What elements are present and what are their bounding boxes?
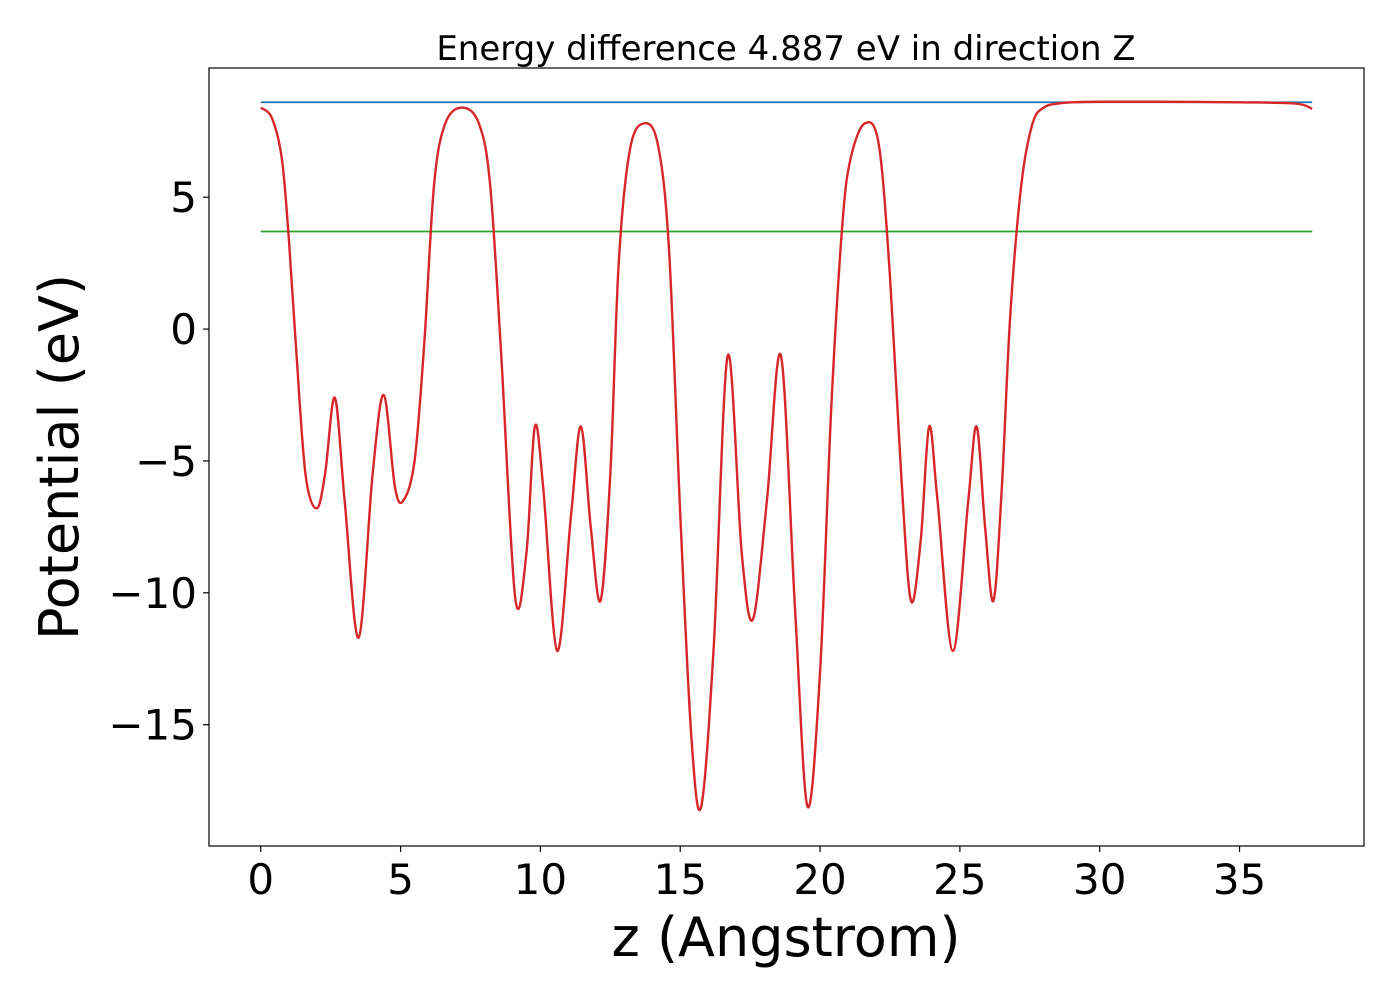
- y-axis: 5 0 −5 −10 −15: [108, 173, 209, 750]
- x-tick-label: 5: [387, 855, 414, 904]
- y-tick-label: 0: [170, 305, 197, 354]
- series-line-2: [259, 100, 1313, 812]
- x-tick-label: 0: [247, 855, 274, 904]
- chart-title: Energy difference 4.887 eV in direction …: [436, 29, 1135, 69]
- x-tick-label: 35: [1213, 855, 1266, 904]
- x-axis-label: z (Angstrom): [611, 906, 960, 969]
- x-tick-label: 20: [793, 855, 846, 904]
- y-tick-label: −15: [108, 701, 197, 750]
- x-tick-label: 25: [933, 855, 986, 904]
- x-tick-label: 15: [654, 855, 707, 904]
- x-tick-label: 10: [514, 855, 567, 904]
- y-axis-label: Potential (eV): [28, 274, 91, 640]
- plot-area-frame: [208, 67, 1365, 847]
- plot-lines: [259, 100, 1313, 812]
- x-axis: 0 5 10 15 20 25 30 35: [247, 846, 1266, 904]
- y-tick-label: 5: [170, 173, 197, 222]
- x-tick-label: 30: [1073, 855, 1126, 904]
- y-tick-label: −5: [135, 437, 197, 486]
- y-tick-label: −10: [108, 569, 197, 618]
